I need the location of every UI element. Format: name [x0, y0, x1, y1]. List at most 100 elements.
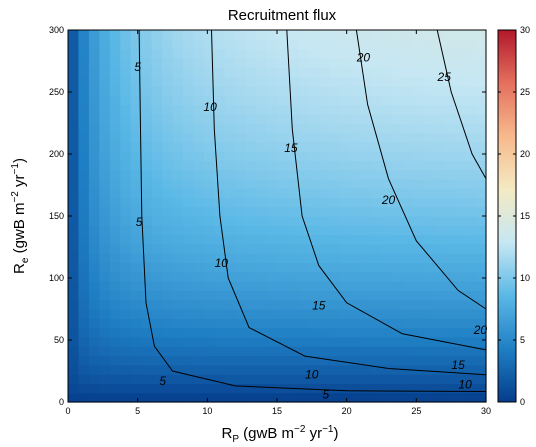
heatmap-cell: [444, 188, 456, 198]
heatmap-cell: [350, 30, 362, 40]
heatmap-cell: [99, 364, 111, 375]
heatmap-cell: [412, 355, 424, 366]
heatmap-cell: [391, 309, 403, 319]
heatmap-cell: [182, 39, 194, 50]
heatmap-cell: [350, 123, 362, 133]
heatmap-cell: [130, 336, 142, 347]
heatmap-cell: [78, 234, 90, 245]
heatmap-cell: [350, 206, 362, 217]
heatmap-cell: [454, 67, 466, 78]
heatmap-cell: [151, 374, 163, 384]
heatmap-cell: [203, 374, 215, 384]
heatmap-cell: [277, 253, 289, 264]
heatmap-cell: [109, 336, 121, 347]
heatmap-cell: [109, 262, 121, 273]
heatmap-cell: [371, 364, 383, 375]
heatmap-cell: [120, 309, 132, 319]
heatmap-cell: [266, 271, 278, 282]
heatmap-cell: [130, 178, 142, 189]
heatmap-cell: [412, 48, 424, 59]
heatmap-cell: [172, 318, 184, 329]
heatmap-cell: [266, 95, 278, 105]
heatmap-cell: [475, 30, 487, 40]
heatmap-cell: [412, 67, 424, 78]
heatmap-cell: [256, 85, 268, 96]
heatmap-cell: [350, 327, 362, 338]
heatmap-cell: [78, 364, 90, 375]
heatmap-cell: [193, 309, 205, 319]
heatmap-cell: [391, 132, 403, 143]
heatmap-cell: [287, 169, 299, 180]
heatmap-cell: [266, 346, 278, 357]
heatmap-cell: [99, 48, 111, 59]
heatmap-cell: [193, 48, 205, 59]
heatmap-cell: [329, 188, 341, 198]
heatmap-cell: [433, 57, 445, 68]
heatmap-cell: [203, 225, 215, 236]
heatmap-cell: [224, 243, 236, 254]
heatmap-cell: [68, 160, 80, 171]
heatmap-cell: [235, 271, 247, 282]
heatmap-cell: [350, 271, 362, 282]
heatmap-cell: [266, 178, 278, 189]
heatmap-cell: [402, 346, 414, 357]
heatmap-cell: [318, 309, 330, 319]
heatmap-cell: [412, 188, 424, 198]
heatmap-cell: [475, 234, 487, 245]
heatmap-cell: [256, 392, 268, 403]
heatmap-cell: [235, 309, 247, 319]
heatmap-cell: [423, 383, 435, 394]
heatmap-cell: [109, 178, 121, 189]
heatmap-cell: [381, 309, 393, 319]
heatmap-cell: [444, 281, 456, 291]
heatmap-cell: [130, 225, 142, 236]
heatmap-cell: [454, 336, 466, 347]
heatmap-cell: [423, 104, 435, 115]
heatmap-cell: [391, 281, 403, 291]
heatmap-cell: [172, 178, 184, 189]
heatmap-cell: [297, 336, 309, 347]
heatmap-cell: [412, 141, 424, 152]
heatmap-cell: [245, 67, 257, 78]
heatmap-cell: [308, 39, 320, 50]
heatmap-cell: [391, 57, 403, 68]
heatmap-cell: [130, 85, 142, 96]
heatmap-cell: [130, 169, 142, 180]
heatmap-cell: [277, 150, 289, 161]
heatmap-cell: [444, 383, 456, 394]
heatmap-cell: [475, 132, 487, 143]
heatmap-cell: [109, 141, 121, 152]
heatmap-cell: [235, 188, 247, 198]
heatmap-cell: [162, 392, 174, 403]
contour-line-25: [436, 29, 487, 180]
heatmap-cell: [141, 206, 153, 217]
heatmap-cell: [444, 178, 456, 189]
heatmap-cell: [350, 197, 362, 208]
heatmap-cell: [329, 253, 341, 264]
heatmap-cell: [78, 346, 90, 357]
heatmap-cell: [297, 392, 309, 403]
heatmap-cell: [99, 234, 111, 245]
heatmap-cell: [318, 123, 330, 133]
heatmap-cell: [214, 309, 226, 319]
heatmap-cell: [465, 123, 477, 133]
heatmap-cell: [444, 290, 456, 301]
heatmap-cell: [130, 290, 142, 301]
heatmap-cell: [130, 392, 142, 403]
heatmap-cell: [68, 150, 80, 161]
heatmap-cell: [151, 262, 163, 273]
heatmap-cell: [214, 188, 226, 198]
heatmap-cell: [402, 48, 414, 59]
heatmap-cell: [214, 67, 226, 78]
heatmap-cell: [78, 262, 90, 273]
heatmap-cell: [203, 253, 215, 264]
heatmap-cell: [214, 253, 226, 264]
heatmap-cell: [339, 383, 351, 394]
contour-label: 20: [356, 50, 371, 64]
heatmap-cell: [78, 85, 90, 96]
heatmap-cell: [245, 243, 257, 254]
heatmap-cell: [350, 48, 362, 59]
heatmap-cell: [68, 243, 80, 254]
heatmap-cell: [444, 197, 456, 208]
heatmap-cell: [245, 262, 257, 273]
